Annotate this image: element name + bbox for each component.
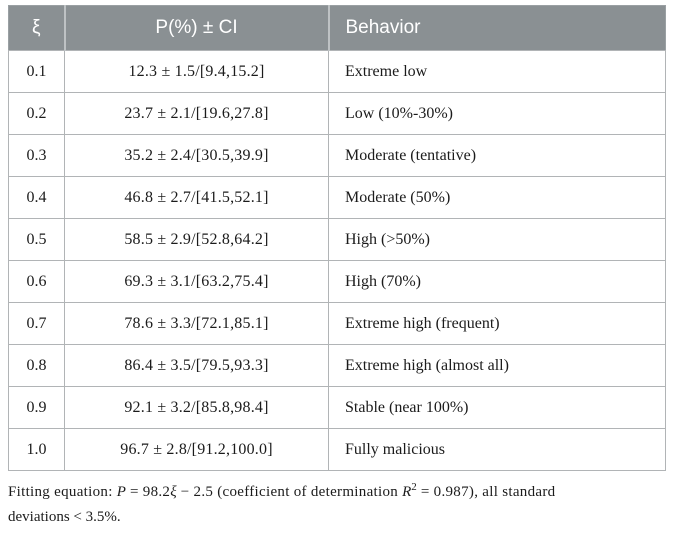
cell-xi: 0.4 (8, 176, 65, 219)
footnote-line-1: Fitting equation: P = 98.2ξ − 2.5 (coeff… (8, 480, 668, 505)
table-row: 0.7 78.6 ± 3.3/[72.1,85.1] Extreme high … (8, 302, 666, 345)
cell-p-ci: 92.1 ± 3.2/[85.8,98.4] (64, 386, 329, 429)
table-row: 0.3 35.2 ± 2.4/[30.5,39.9] Moderate (ten… (8, 134, 666, 177)
cell-behavior: Stable (near 100%) (328, 386, 666, 429)
table-row: 0.1 12.3 ± 1.5/[9.4,15.2] Extreme low (8, 50, 666, 93)
cell-xi: 0.5 (8, 218, 65, 261)
cell-behavior: Fully malicious (328, 428, 666, 471)
header-xi: ξ (8, 5, 66, 51)
cell-behavior: Low (10%-30%) (328, 92, 666, 135)
cell-behavior: Extreme high (frequent) (328, 302, 666, 345)
math-var-xi: ξ (170, 484, 177, 500)
footnote-prefix: Fitting equation: (8, 484, 117, 500)
table-row: 0.6 69.3 ± 3.1/[63.2,75.4] High (70%) (8, 260, 666, 303)
cell-p-ci: 58.5 ± 2.9/[52.8,64.2] (64, 218, 329, 261)
footnote-seg3: = 0.987), all standard (416, 484, 556, 500)
cell-behavior: Moderate (50%) (328, 176, 666, 219)
header-row: ξ P(%) ± CI Behavior (8, 5, 666, 51)
cell-xi: 1.0 (8, 428, 65, 471)
cell-xi: 0.2 (8, 92, 65, 135)
cell-p-ci: 78.6 ± 3.3/[72.1,85.1] (64, 302, 329, 345)
cell-xi: 0.7 (8, 302, 65, 345)
cell-p-ci: 35.2 ± 2.4/[30.5,39.9] (64, 134, 329, 177)
table-row: 0.9 92.1 ± 3.2/[85.8,98.4] Stable (near … (8, 386, 666, 429)
table-row: 0.5 58.5 ± 2.9/[52.8,64.2] High (>50%) (8, 218, 666, 261)
cell-p-ci: 96.7 ± 2.8/[91.2,100.0] (64, 428, 329, 471)
data-table: ξ P(%) ± CI Behavior 0.1 12.3 ± 1.5/[9.4… (8, 5, 666, 471)
cell-p-ci: 23.7 ± 2.1/[19.6,27.8] (64, 92, 329, 135)
math-var-r: R (402, 484, 412, 500)
cell-p-ci: 46.8 ± 2.7/[41.5,52.1] (64, 176, 329, 219)
header-p-ci: P(%) ± CI (64, 5, 330, 51)
cell-behavior: High (>50%) (328, 218, 666, 261)
cell-p-ci: 86.4 ± 3.5/[79.5,93.3] (64, 344, 329, 387)
table-row: 0.4 46.8 ± 2.7/[41.5,52.1] Moderate (50%… (8, 176, 666, 219)
table-row: 1.0 96.7 ± 2.8/[91.2,100.0] Fully malici… (8, 428, 666, 471)
footnote-line-2: deviations < 3.5%. (8, 509, 121, 525)
header-behavior: Behavior (328, 5, 666, 51)
cell-behavior: Extreme low (328, 50, 666, 93)
table-row: 0.2 23.7 ± 2.1/[19.6,27.8] Low (10%-30%) (8, 92, 666, 135)
table-footnote: Fitting equation: P = 98.2ξ − 2.5 (coeff… (8, 480, 668, 530)
footnote-seg1: = 98.2 (125, 484, 171, 500)
cell-xi: 0.1 (8, 50, 65, 93)
cell-xi: 0.8 (8, 344, 65, 387)
cell-p-ci: 69.3 ± 3.1/[63.2,75.4] (64, 260, 329, 303)
math-exp-2: 2 (411, 481, 417, 493)
cell-xi: 0.6 (8, 260, 65, 303)
cell-p-ci: 12.3 ± 1.5/[9.4,15.2] (64, 50, 329, 93)
table-row: 0.8 86.4 ± 3.5/[79.5,93.3] Extreme high … (8, 344, 666, 387)
cell-behavior: Extreme high (almost all) (328, 344, 666, 387)
cell-xi: 0.3 (8, 134, 65, 177)
cell-xi: 0.9 (8, 386, 65, 429)
footnote-seg2: − 2.5 (coefficient of determination (176, 484, 403, 500)
cell-behavior: High (70%) (328, 260, 666, 303)
cell-behavior: Moderate (tentative) (328, 134, 666, 177)
math-var-p: P (116, 484, 126, 500)
